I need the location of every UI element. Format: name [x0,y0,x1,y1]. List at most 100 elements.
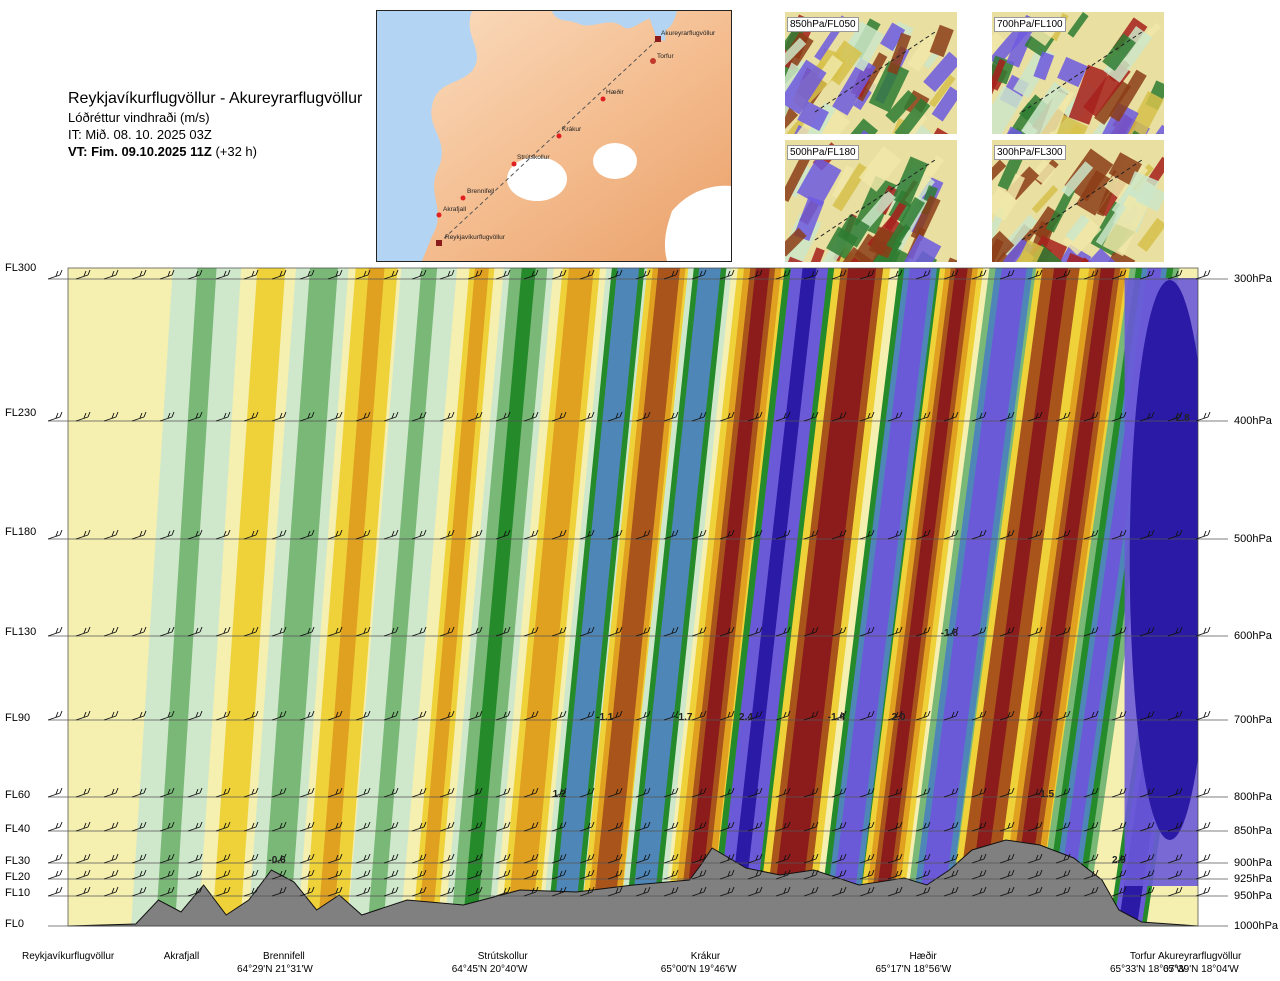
barb-staff [747,858,761,864]
barb-flag [391,822,395,829]
wind-barb [999,710,1015,721]
barb-flag [83,870,87,877]
barb-flag [83,412,87,419]
barb-flag [755,627,759,634]
value-annotation: -1.7 [675,712,693,723]
barb-staff [551,874,565,880]
barb-flag [1119,887,1123,894]
barb-staff [579,792,593,798]
barb-flag [951,412,955,419]
barb-flag [171,869,175,876]
y-label-right: 900hPa [1234,857,1272,869]
barb-staff [915,891,929,897]
wind-barb [243,626,259,637]
barb-flag [731,626,735,633]
barb-staff [663,534,677,540]
barb-staff [1167,631,1181,637]
wind-barb [159,853,175,864]
barb-flag [1175,854,1179,861]
barb-flag [643,887,647,894]
barb-staff [1027,274,1041,280]
barb-staff [1083,858,1097,864]
barb-flag [391,270,395,277]
barb-flag [671,270,675,277]
barb-flag [1039,853,1043,860]
barb-flag [419,822,423,829]
barb-flag [727,870,731,877]
barb-flag [839,627,843,634]
thumb-field [1094,79,1131,125]
barb-staff [831,874,845,880]
wind-barb [271,626,287,637]
barb-staff [467,416,481,422]
barb-flag [1151,626,1155,633]
barb-flag [55,270,59,277]
barb-flag [675,821,679,828]
wind-barb [691,821,707,832]
barb-staff [439,534,453,540]
wind-barb [355,411,371,422]
wind-barb [1055,626,1071,637]
barb-flag [867,412,871,419]
barb-flag [703,821,707,828]
wind-barb [243,853,259,864]
barb-flag [339,853,343,860]
barb-flag [1035,412,1039,419]
barb-flag [727,887,731,894]
barb-flag [195,822,199,829]
barb-flag [615,627,619,634]
wind-barb [215,821,231,832]
value-annotation: -0.6 [268,855,286,866]
barb-staff [495,715,509,721]
barb-flag [731,787,735,794]
thumbnail-700hpa[interactable]: 700hPa/FL100 [992,12,1164,134]
wind-barb [887,411,903,422]
x-waypoint-label: Krákur [690,951,721,962]
wind-barb [719,886,735,897]
barb-flag [647,269,651,276]
barb-flag [951,822,955,829]
barb-flag [363,887,367,894]
barb-staff [831,792,845,798]
wind-barb [411,529,427,540]
barb-flag [531,870,535,877]
barb-staff [1167,534,1181,540]
wind-barb [243,787,259,798]
wind-barb [635,821,651,832]
wind-barb [355,821,371,832]
barb-flag [703,853,707,860]
wind-barb [1195,869,1211,880]
barb-flag [783,870,787,877]
barb-staff [411,891,425,897]
barb-flag [171,787,175,794]
barb-staff [663,631,677,637]
barb-flag [1035,627,1039,634]
route-line [438,38,659,244]
barb-staff [355,792,369,798]
barb-staff [47,274,61,280]
barb-flag [251,870,255,877]
barb-flag [503,530,507,537]
barb-staff [355,874,369,880]
thumbnail-300hpa[interactable]: 300hPa/FL300 [992,140,1164,262]
barb-staff [355,715,369,721]
barb-flag [619,853,623,860]
barb-flag [475,887,479,894]
barb-flag [283,869,287,876]
barb-flag [979,530,983,537]
barb-staff [943,874,957,880]
barb-flag [363,627,367,634]
wind-barb [467,869,483,880]
barb-flag [895,270,899,277]
barb-flag [367,821,371,828]
barb-flag [727,270,731,277]
barb-staff [971,792,985,798]
barb-flag [927,529,931,536]
barb-flag [671,788,675,795]
thumb-field [1045,186,1076,233]
barb-staff [915,715,929,721]
thumbnail-850hpa[interactable]: 850hPa/FL050 [785,12,957,134]
wind-barb [47,626,63,637]
thumbnail-500hpa[interactable]: 500hPa/FL180 [785,140,957,262]
barb-flag [591,853,595,860]
